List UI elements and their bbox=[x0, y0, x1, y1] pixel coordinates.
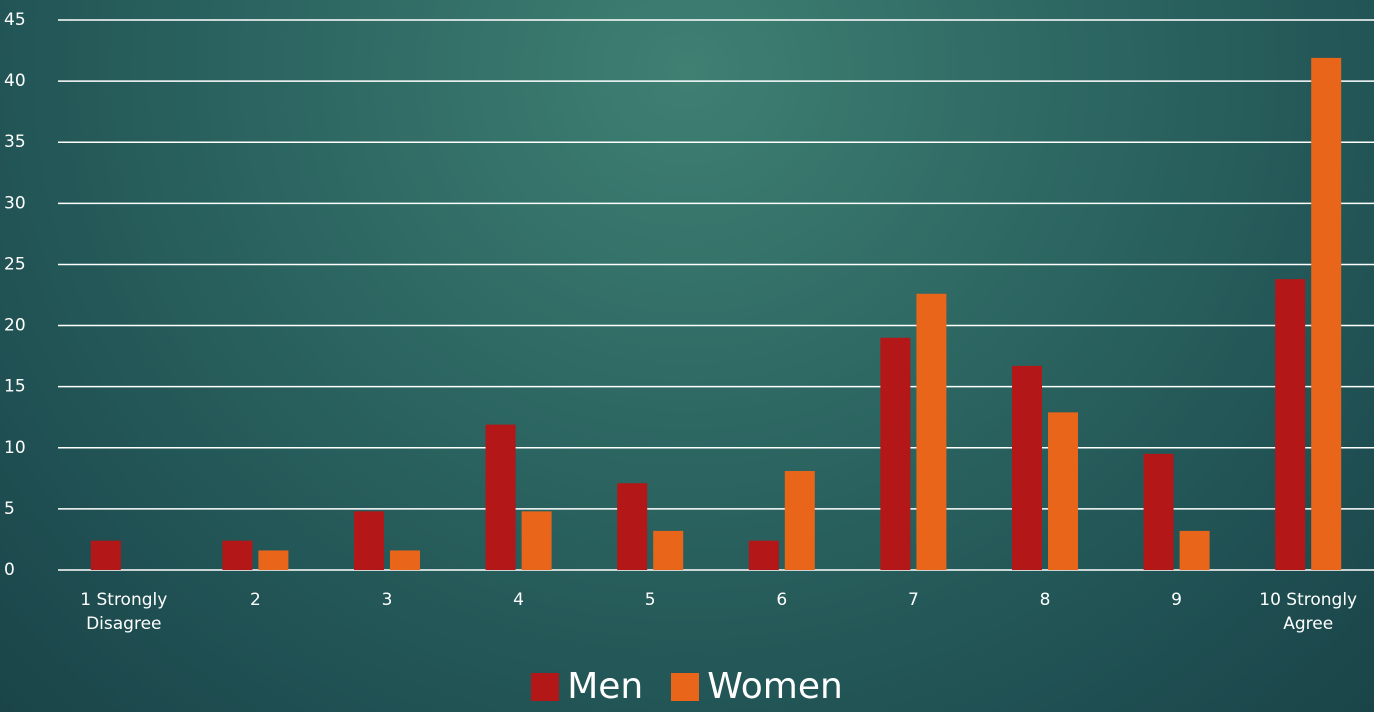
bar bbox=[1012, 365, 1042, 570]
y-tick-label: 0 bbox=[4, 560, 15, 580]
bar bbox=[390, 550, 420, 570]
x-tick-label: 3 bbox=[381, 590, 393, 610]
y-tick-label: 45 bbox=[4, 10, 26, 30]
bar bbox=[485, 424, 516, 570]
legend-label: Women bbox=[707, 666, 843, 707]
y-tick-label: 25 bbox=[4, 254, 26, 274]
legend-item: Men bbox=[531, 662, 643, 712]
legend: Men Women bbox=[0, 662, 1374, 712]
legend-swatch bbox=[671, 673, 700, 701]
y-tick-label: 15 bbox=[4, 377, 26, 397]
bar bbox=[354, 511, 384, 570]
y-tick-label: 30 bbox=[4, 193, 26, 213]
x-tick-label: 4 bbox=[513, 590, 524, 610]
bar bbox=[90, 540, 121, 570]
bar bbox=[1179, 530, 1210, 570]
legend-swatch bbox=[531, 673, 560, 701]
y-tick-label: 40 bbox=[4, 71, 26, 91]
bar bbox=[258, 550, 289, 570]
y-tick-label: 10 bbox=[4, 438, 26, 458]
x-tick-label: 8 bbox=[1039, 590, 1051, 610]
bar bbox=[653, 530, 684, 570]
x-tick-label: 7 bbox=[907, 590, 919, 610]
bar bbox=[1143, 453, 1174, 570]
legend-label: Men bbox=[567, 666, 644, 707]
y-tick-label: 5 bbox=[4, 499, 15, 519]
x-tick-label: 5 bbox=[644, 590, 656, 610]
legend-item: Women bbox=[671, 662, 843, 712]
bar bbox=[1275, 279, 1306, 570]
bar bbox=[916, 293, 947, 570]
bar bbox=[222, 540, 253, 570]
bar bbox=[617, 483, 648, 570]
x-tick-label: 9 bbox=[1171, 590, 1182, 610]
x-tick-label: 2 bbox=[249, 590, 261, 610]
bar bbox=[784, 471, 815, 570]
y-tick-label: 20 bbox=[4, 316, 26, 336]
bar bbox=[748, 540, 779, 570]
bar bbox=[880, 337, 911, 570]
bar bbox=[1311, 57, 1342, 570]
x-tick-label: 10 Strongly Agree bbox=[1259, 590, 1358, 634]
x-tick-label: 6 bbox=[776, 590, 788, 610]
y-tick-label: 35 bbox=[4, 132, 26, 152]
bar bbox=[1048, 412, 1078, 570]
bar bbox=[521, 511, 552, 570]
x-tick-label: 1 Strongly Disagree bbox=[80, 590, 168, 634]
